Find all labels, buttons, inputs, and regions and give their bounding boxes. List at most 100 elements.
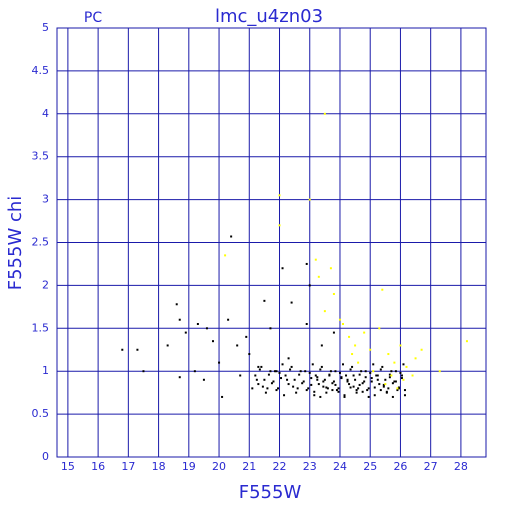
point xyxy=(397,386,400,389)
point xyxy=(384,383,387,386)
point xyxy=(310,377,313,380)
point xyxy=(334,383,337,386)
point xyxy=(438,370,441,373)
point xyxy=(325,391,328,394)
x-tick-label: 22 xyxy=(273,460,287,473)
point xyxy=(326,387,329,390)
point xyxy=(316,378,319,381)
point xyxy=(396,387,399,390)
point xyxy=(349,368,352,371)
point xyxy=(343,395,346,398)
point xyxy=(355,391,358,394)
y-tick-label: 4.5 xyxy=(32,64,50,77)
point xyxy=(184,331,187,334)
point xyxy=(367,387,370,390)
point xyxy=(337,387,340,390)
point xyxy=(352,385,355,388)
point xyxy=(400,374,403,377)
point xyxy=(332,292,335,295)
point xyxy=(391,382,394,385)
x-tick-label: 17 xyxy=(121,460,135,473)
x-tick-label: 23 xyxy=(303,460,317,473)
point xyxy=(465,340,468,343)
point xyxy=(269,327,272,330)
point xyxy=(302,380,305,383)
point xyxy=(307,387,310,390)
point xyxy=(338,318,341,321)
point xyxy=(292,385,295,388)
point xyxy=(193,370,196,373)
point xyxy=(348,383,351,386)
point xyxy=(372,370,375,373)
chart-subtitle: PC xyxy=(84,10,102,26)
y-tick-label: 3.5 xyxy=(32,150,50,163)
point xyxy=(314,258,317,261)
point xyxy=(403,389,406,392)
point xyxy=(263,299,266,302)
point xyxy=(358,373,361,376)
point xyxy=(382,383,385,386)
point xyxy=(202,378,205,381)
point xyxy=(275,389,278,392)
point xyxy=(230,235,233,238)
point xyxy=(322,385,325,388)
point xyxy=(304,370,307,373)
point xyxy=(290,365,293,368)
point xyxy=(329,370,332,373)
point xyxy=(342,323,344,326)
point xyxy=(281,267,284,270)
point xyxy=(166,344,169,347)
point xyxy=(227,318,230,321)
point xyxy=(391,395,394,398)
point xyxy=(414,357,417,360)
point xyxy=(357,361,360,364)
point xyxy=(286,378,289,381)
point xyxy=(310,383,313,386)
point xyxy=(323,310,326,313)
point xyxy=(142,370,145,373)
point xyxy=(317,275,320,278)
point xyxy=(334,370,337,373)
chart-title: lmc_u4zn03 xyxy=(215,6,323,27)
point xyxy=(299,370,302,373)
point xyxy=(267,373,270,376)
point xyxy=(275,370,278,373)
point xyxy=(361,390,364,393)
point xyxy=(212,340,214,343)
x-tick-label: 25 xyxy=(363,460,377,473)
point xyxy=(313,390,316,393)
point xyxy=(323,112,326,115)
point xyxy=(261,385,264,388)
point xyxy=(354,378,357,381)
y-tick-label: 2 xyxy=(42,278,49,291)
plot-frame xyxy=(56,27,487,458)
point xyxy=(351,365,354,368)
point xyxy=(313,394,316,397)
point xyxy=(366,389,369,392)
point xyxy=(254,374,257,377)
point xyxy=(396,389,399,392)
y-tick-label: 5 xyxy=(42,21,49,34)
point xyxy=(346,380,349,383)
point xyxy=(355,389,358,392)
point xyxy=(293,378,296,381)
x-tick-label: 19 xyxy=(182,460,196,473)
point xyxy=(373,394,376,397)
x-tick-label: 27 xyxy=(424,460,438,473)
point xyxy=(346,378,349,381)
y-tick-label: 4 xyxy=(42,107,49,120)
point xyxy=(121,348,124,351)
point xyxy=(337,390,340,393)
point xyxy=(319,395,322,398)
y-axis-label: F555W chi xyxy=(5,196,26,291)
point xyxy=(342,363,344,366)
point xyxy=(390,370,393,373)
point xyxy=(328,374,331,377)
point xyxy=(284,374,287,377)
point xyxy=(178,318,181,321)
point xyxy=(394,370,397,373)
x-tick-label: 15 xyxy=(61,460,75,473)
point xyxy=(373,386,376,389)
point xyxy=(376,378,379,381)
